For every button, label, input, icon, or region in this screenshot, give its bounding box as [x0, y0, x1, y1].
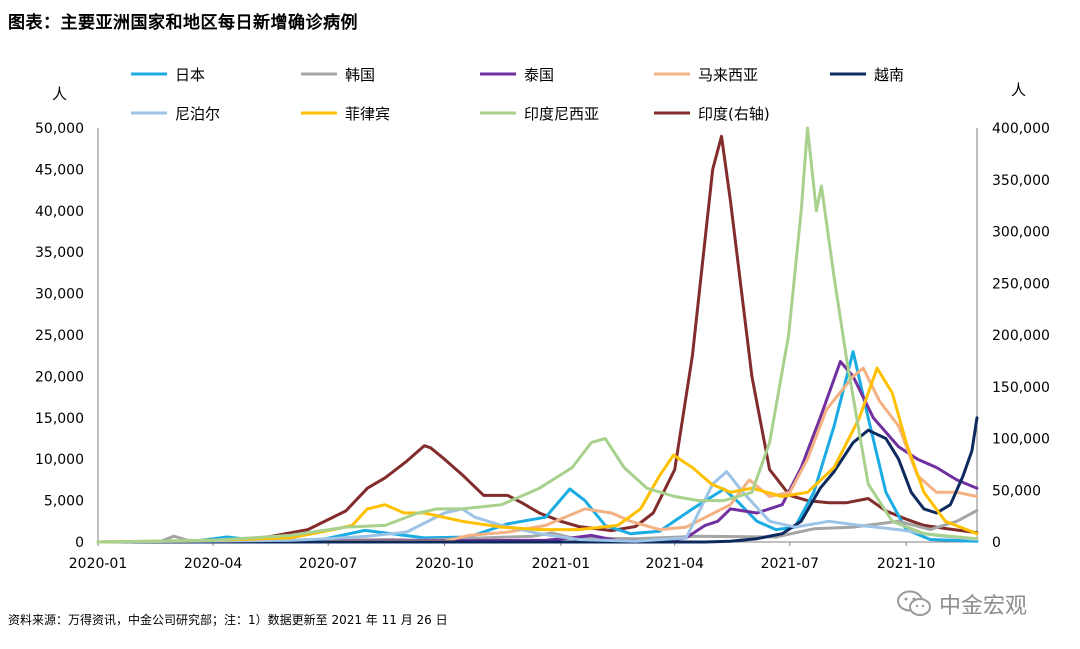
series-line-7: [96, 126, 979, 544]
x-tick-label: 2020-01: [69, 556, 128, 572]
legend-label: 印度尼西亚: [524, 105, 599, 123]
y-tick-label-left: 0: [75, 535, 84, 551]
axes: [97, 128, 978, 546]
watermark: 中金宏观: [895, 587, 1027, 621]
x-tick-label: 2021-07: [761, 556, 820, 572]
y-tick-label-left: 45,000: [35, 162, 84, 178]
tick-labels: 0 5,000 10,000 15,000 20,000 25,000 30,000 35,0…: [35, 121, 1050, 572]
source-note: 资料来源：万得资讯，中金公司研究部；注：1）数据更新至 2021 年 11 月 …: [8, 613, 448, 627]
y-axis-left-unit: 人: [52, 85, 67, 103]
y-tick-label-right: 250,000: [992, 276, 1050, 292]
x-tick-label: 2021-04: [645, 556, 704, 572]
legend-label: 菲律宾: [345, 105, 390, 123]
x-tick-label: 2021-10: [877, 556, 936, 572]
series-layer: [96, 126, 979, 544]
y-tick-label-left: 25,000: [35, 328, 84, 344]
y-tick-label-right: 400,000: [992, 121, 1050, 137]
y-tick-label-right: 50,000: [992, 483, 1041, 499]
legend-label: 韩国: [345, 66, 375, 84]
legend-label: 越南: [874, 66, 904, 84]
y-tick-label-right: 350,000: [992, 173, 1050, 189]
y-tick-label-right: 150,000: [992, 380, 1050, 396]
y-tick-label-right: 0: [992, 535, 1001, 551]
series-line-5: [96, 470, 979, 544]
legend-label: 马来西亚: [698, 66, 758, 84]
legend-label: 泰国: [524, 66, 554, 84]
y-tick-label-left: 50,000: [35, 121, 84, 137]
series-line-8: [96, 134, 979, 544]
y-tick-label-left: 40,000: [35, 204, 84, 220]
legend-label: 尼泊尔: [175, 105, 220, 123]
wechat-icon: [897, 590, 931, 616]
y-tick-label-left: 10,000: [35, 452, 84, 468]
y-tick-label-right: 100,000: [992, 432, 1050, 448]
series-line-3: [96, 366, 979, 544]
y-tick-label-left: 30,000: [35, 287, 84, 303]
y-tick-label-left: 35,000: [35, 245, 84, 261]
legend-label: 日本: [175, 66, 205, 84]
y-axis-right-unit: 人: [1011, 81, 1026, 99]
y-tick-label-right: 200,000: [992, 328, 1050, 344]
y-tick-label-right: 300,000: [992, 225, 1050, 241]
x-tick-label: 2021-01: [532, 556, 591, 572]
series-line-0: [96, 350, 979, 544]
x-tick-label: 2020-04: [184, 556, 243, 572]
x-tick-label: 2020-10: [415, 556, 474, 572]
chart-title: 图表：主要亚洲国家和地区每日新增确诊病例: [8, 13, 358, 33]
watermark-text: 中金宏观: [939, 594, 1028, 619]
y-tick-label-left: 15,000: [35, 411, 84, 427]
series-line-4: [96, 416, 979, 544]
x-tick-label: 2020-07: [299, 556, 358, 572]
y-tick-label-left: 5,000: [44, 494, 84, 510]
series-line-6: [96, 366, 979, 544]
legend-label: 印度(右轴): [698, 105, 770, 123]
y-tick-label-left: 20,000: [35, 369, 84, 385]
